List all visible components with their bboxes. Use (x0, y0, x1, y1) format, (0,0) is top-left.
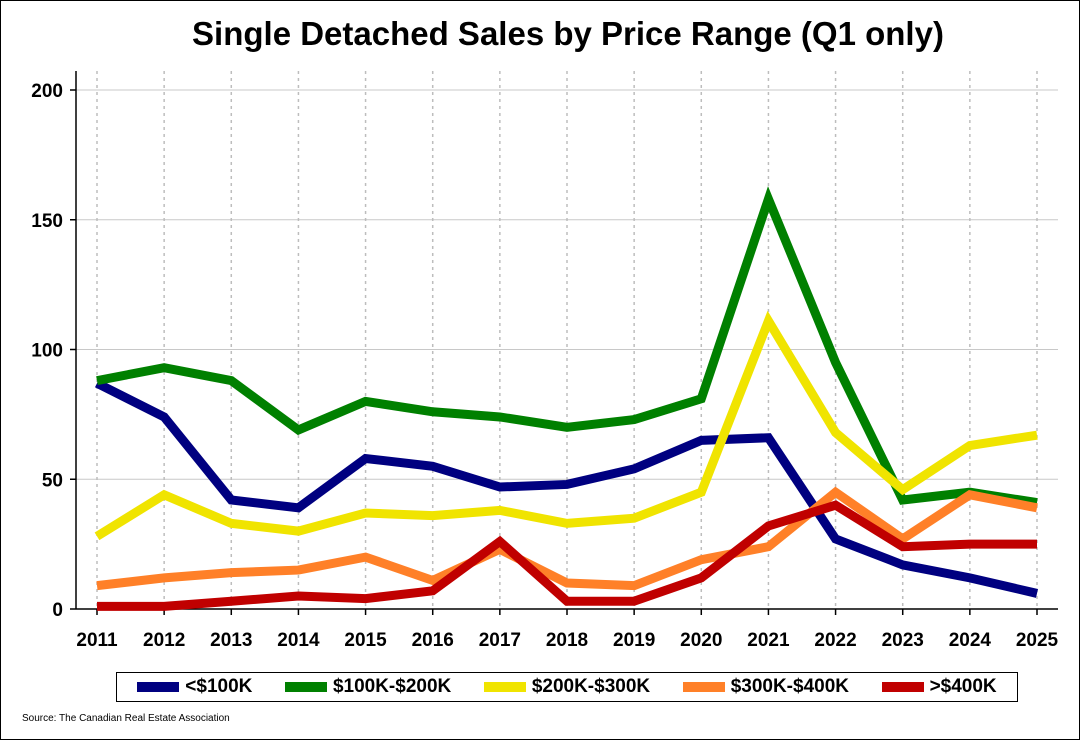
series-line (97, 500, 1037, 611)
x-tick-label: 2022 (814, 630, 856, 651)
legend-label: $100K-$200K (332, 676, 452, 697)
series-line (94, 310, 1038, 541)
legend-swatch (881, 682, 924, 692)
series-lines (94, 186, 1039, 611)
x-tick-label: 2011 (76, 630, 118, 651)
legend-entry: <$100K (137, 676, 252, 698)
y-tick-label: 0 (52, 600, 63, 621)
source-note: Source: The Canadian Real Estate Associa… (22, 713, 230, 724)
x-tick-label: 2021 (747, 630, 790, 651)
gridlines (76, 71, 1058, 609)
y-tick-label: 200 (31, 81, 63, 102)
y-tick-label: 50 (42, 470, 63, 491)
x-tick-label: 2017 (479, 630, 521, 651)
legend-entry: $200K-$300K (483, 676, 651, 698)
legend-label: >$400K (929, 676, 997, 697)
x-tick-label: 2024 (949, 630, 992, 651)
series-line (96, 186, 1038, 508)
legend-label: $300K-$400K (730, 676, 849, 697)
series-line (96, 486, 1038, 591)
y-tick-label: 100 (31, 341, 63, 362)
x-tick-label: 2016 (412, 630, 454, 651)
legend-entry: $300K-$400K (682, 676, 849, 698)
x-tick-label: 2019 (613, 630, 655, 651)
x-tick-label: 2020 (680, 630, 722, 651)
chart-title: Single Detached Sales by Price Range (Q1… (192, 15, 944, 52)
x-tick-label: 2012 (143, 630, 185, 651)
series-line (94, 379, 1039, 598)
legend-entry: >$400K (881, 676, 997, 698)
x-tick-label: 2025 (1016, 630, 1059, 651)
legend-label: $200K-$300K (531, 676, 651, 697)
x-tick-label: 2018 (546, 630, 588, 651)
legend-entry: $100K-$200K (284, 676, 452, 698)
x-tick-label: 2015 (344, 630, 387, 651)
x-tick-label: 2014 (277, 630, 320, 651)
y-tick-label: 150 (31, 211, 63, 232)
x-tick-label: 2023 (882, 630, 924, 651)
legend-swatch (682, 682, 725, 692)
legend-swatch (483, 682, 526, 692)
axes (70, 71, 1058, 615)
tick-labels: 0 50 100 150 200 2011 2012 2013 2014 2015 2016 2017… (31, 81, 1058, 651)
x-tick-label: 2013 (210, 630, 252, 651)
legend: <$100K $100K-$200K $200K-$300K $300K-$400K >… (116, 672, 1018, 702)
legend-swatch (137, 682, 180, 692)
legend-swatch (284, 682, 327, 692)
legend-label: <$100K (185, 676, 253, 697)
